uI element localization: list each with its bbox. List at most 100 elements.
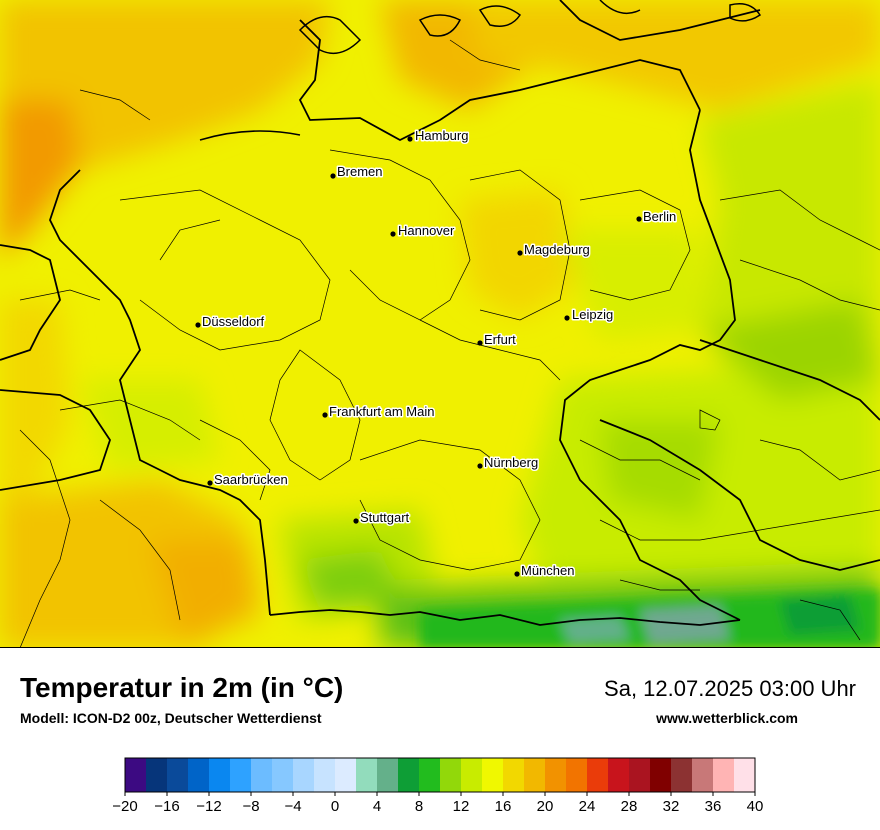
city-label: Leipzig <box>572 307 613 322</box>
city-dot <box>564 315 570 321</box>
scale-swatch <box>125 758 147 792</box>
scale-swatch <box>671 758 693 792</box>
scale-swatch <box>524 758 546 792</box>
city-dot <box>407 136 413 142</box>
city-label: Hamburg <box>415 128 468 143</box>
scale-swatch <box>587 758 609 792</box>
scale-swatch <box>545 758 567 792</box>
scale-swatch <box>167 758 189 792</box>
city-saarbruecken: Saarbrücken <box>207 471 289 489</box>
coastline <box>199 0 762 141</box>
color-scale-legend: −20 −16 −12 −8 −4 0 4 8 12 16 20 24 28 32 36 40 <box>112 757 763 815</box>
city-label: Düsseldorf <box>202 314 265 329</box>
city-markers: Hamburg Bremen Berlin Hannover Magdeburg… <box>195 127 678 580</box>
scale-swatch <box>461 758 483 792</box>
scale-swatch <box>419 758 441 792</box>
city-muenchen: München <box>514 562 576 580</box>
scale-swatch <box>272 758 294 792</box>
city-label: Erfurt <box>484 332 516 347</box>
city-dot <box>207 480 213 486</box>
scale-tick-label: −12 <box>196 798 221 815</box>
city-berlin: Berlin <box>636 208 678 226</box>
scale-frame <box>124 757 756 793</box>
city-dot <box>514 571 520 577</box>
map-title: Temperatur in 2m (in °C) <box>20 672 344 703</box>
scale-tick-label: −16 <box>154 798 179 815</box>
scale-tick-label: 20 <box>537 798 554 815</box>
city-dot <box>195 322 201 328</box>
city-dot <box>636 216 642 222</box>
scale-tick-label: −8 <box>242 798 259 815</box>
scale-swatch <box>356 758 378 792</box>
city-hamburg: Hamburg <box>407 127 470 145</box>
scale-tick-label: −4 <box>284 798 301 815</box>
city-label: München <box>521 563 574 578</box>
website-link[interactable]: www.wetterblick.com <box>656 710 798 726</box>
national-borders <box>0 0 880 626</box>
scale-swatch <box>251 758 273 792</box>
city-label: Berlin <box>643 209 676 224</box>
scale-tick-label: 12 <box>453 798 470 815</box>
scale-swatch <box>440 758 462 792</box>
scale-tick-label: 8 <box>415 798 423 815</box>
city-dot <box>390 231 396 237</box>
scale-swatch <box>377 758 399 792</box>
alpine-shading <box>420 590 880 648</box>
city-nuernberg: Nürnberg <box>477 454 540 472</box>
city-label: Nürnberg <box>484 455 538 470</box>
city-duesseldorf: Düsseldorf <box>195 313 266 331</box>
city-dot <box>477 463 483 469</box>
scale-swatch <box>146 758 168 792</box>
scale-tick-label: −20 <box>112 798 137 815</box>
scale-tick-label: 0 <box>331 798 339 815</box>
city-magdeburg: Magdeburg <box>517 241 591 259</box>
scale-swatch <box>503 758 525 792</box>
city-hannover: Hannover <box>390 222 457 240</box>
scale-swatch <box>293 758 315 792</box>
city-label: Stuttgart <box>360 510 410 525</box>
scale-tick-label: 24 <box>579 798 596 815</box>
city-frankfurt: Frankfurt am Main <box>322 403 436 421</box>
city-label: Hannover <box>398 223 455 238</box>
scale-swatch <box>314 758 336 792</box>
scale-tick-label: 36 <box>705 798 722 815</box>
scale-swatches <box>125 758 756 792</box>
model-source: Modell: ICON-D2 00z, Deutscher Wetterdie… <box>20 710 322 726</box>
map-footer: Temperatur in 2m (in °C) Modell: ICON-D2… <box>0 648 880 830</box>
scale-swatch <box>209 758 231 792</box>
city-dot <box>322 412 328 418</box>
city-label: Magdeburg <box>524 242 590 257</box>
temperature-map: Hamburg Bremen Berlin Hannover Magdeburg… <box>0 0 880 649</box>
scale-swatch <box>335 758 357 792</box>
scale-tick-label: 28 <box>621 798 638 815</box>
city-label: Saarbrücken <box>214 472 288 487</box>
scale-swatch <box>188 758 210 792</box>
scale-swatch <box>398 758 420 792</box>
city-dot <box>477 340 483 346</box>
city-dot <box>517 250 523 256</box>
scale-swatch <box>629 758 651 792</box>
scale-swatch <box>650 758 672 792</box>
scale-tick-label: 16 <box>495 798 512 815</box>
scale-swatch <box>692 758 714 792</box>
scale-tick-label: 32 <box>663 798 680 815</box>
regional-borders <box>19 39 880 649</box>
map-svg: Hamburg Bremen Berlin Hannover Magdeburg… <box>0 0 880 649</box>
forecast-datetime: Sa, 12.07.2025 03:00 Uhr <box>604 676 856 701</box>
scale-swatch <box>608 758 630 792</box>
city-leipzig: Leipzig <box>564 306 615 324</box>
scale-swatch <box>734 758 756 792</box>
scale-swatch <box>230 758 252 792</box>
city-label: Bremen <box>337 164 383 179</box>
city-dot <box>330 173 336 179</box>
scale-swatch <box>566 758 588 792</box>
scale-tick-label: 40 <box>747 798 764 815</box>
scale-ticks: −20 −16 −12 −8 −4 0 4 8 12 16 20 24 28 32 36 40 <box>112 792 763 815</box>
city-erfurt: Erfurt <box>477 331 518 349</box>
city-stuttgart: Stuttgart <box>353 509 411 527</box>
scale-swatch <box>713 758 735 792</box>
city-bremen: Bremen <box>330 163 384 181</box>
scale-tick-label: 4 <box>373 798 381 815</box>
scale-swatch <box>482 758 504 792</box>
city-dot <box>353 518 359 524</box>
